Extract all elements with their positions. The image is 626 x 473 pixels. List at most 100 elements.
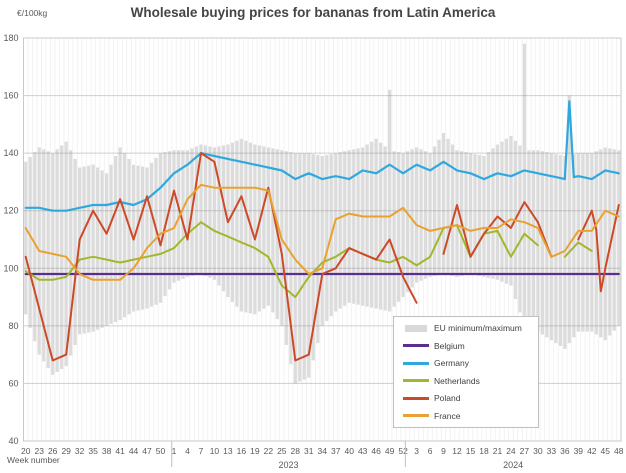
eu-minmax-bar bbox=[221, 145, 226, 292]
eu-minmax-bar bbox=[491, 148, 495, 279]
eu-minmax-bar bbox=[100, 170, 104, 328]
eu-minmax-bar bbox=[450, 144, 455, 276]
x-tick-label: 9 bbox=[441, 446, 446, 456]
x-tick-label: 46 bbox=[371, 446, 381, 456]
series-line-poland bbox=[24, 152, 620, 362]
eu-minmax-bar bbox=[140, 166, 145, 310]
year-caption: 2023 bbox=[279, 460, 299, 470]
eu-minmax-bar bbox=[64, 141, 68, 367]
eu-minmax-bar bbox=[46, 151, 50, 369]
x-tick-label: 43 bbox=[358, 446, 368, 456]
legend-swatch-mark bbox=[405, 324, 427, 332]
eu-minmax-bar bbox=[271, 148, 275, 313]
x-tick-label: 10 bbox=[210, 446, 220, 456]
x-tick-label: 13 bbox=[223, 446, 233, 456]
eu-minmax-bar bbox=[145, 167, 149, 309]
eu-minmax-bar bbox=[437, 139, 441, 276]
x-tick-label: 29 bbox=[61, 446, 71, 456]
legend-label: Poland bbox=[434, 393, 461, 404]
eu-minmax-bar bbox=[599, 149, 603, 338]
eu-minmax-bar bbox=[266, 147, 270, 306]
eu-minmax-bar bbox=[24, 161, 28, 315]
eu-minmax-bar bbox=[176, 150, 181, 281]
eu-minmax-bar bbox=[203, 145, 208, 276]
x-tick-label: 24 bbox=[506, 446, 516, 456]
eu-minmax-bar bbox=[311, 154, 315, 361]
x-tick-label: 7 bbox=[199, 446, 204, 456]
x-tick-label: 1 bbox=[172, 446, 177, 456]
eu-minmax-bar bbox=[51, 153, 55, 375]
x-tick-label: 33 bbox=[547, 446, 557, 456]
eu-minmax-bar bbox=[230, 142, 234, 302]
eu-minmax-bar bbox=[612, 149, 616, 331]
legend-item: Poland bbox=[394, 390, 538, 406]
x-tick-label: 23 bbox=[34, 446, 44, 456]
x-tick-label: 32 bbox=[75, 446, 85, 456]
x-tick-label: 3 bbox=[414, 446, 419, 456]
x-tick-label: 4 bbox=[185, 446, 190, 456]
eu-minmax-bar bbox=[109, 164, 113, 324]
eu-minmax-bar bbox=[82, 166, 86, 334]
eu-minmax-bar bbox=[379, 142, 383, 310]
eu-minmax-bar bbox=[42, 149, 46, 362]
eu-minmax-bar bbox=[473, 154, 477, 276]
eu-minmax-bar bbox=[235, 140, 239, 307]
x-tick-label: 40 bbox=[344, 446, 354, 456]
eu-minmax-bar bbox=[55, 149, 59, 372]
x-tick-label: 36 bbox=[560, 446, 570, 456]
eu-minmax-bar bbox=[383, 146, 387, 311]
series-line-germany bbox=[24, 100, 620, 212]
eu-minmax-bar bbox=[127, 158, 131, 315]
y-tick-label: 140 bbox=[3, 148, 18, 158]
y-tick-label: 40 bbox=[8, 436, 18, 446]
series-line-france bbox=[24, 183, 620, 281]
eu-minmax-bar bbox=[338, 152, 342, 309]
x-tick-label: 27 bbox=[520, 446, 530, 456]
eu-minmax-bar bbox=[253, 144, 257, 315]
y-tick-label: 60 bbox=[8, 378, 18, 388]
x-tick-label: 21 bbox=[493, 446, 503, 456]
eu-minmax-bar bbox=[105, 173, 109, 326]
legend-line-swatch bbox=[403, 396, 429, 400]
eu-minmax-bar bbox=[581, 153, 585, 332]
eu-minmax-bar bbox=[495, 144, 500, 280]
eu-minmax-bar bbox=[536, 150, 540, 332]
eu-minmax-bar bbox=[401, 153, 405, 298]
x-tick-label: 45 bbox=[601, 446, 611, 456]
legend-item: Netherlands bbox=[394, 373, 538, 389]
eu-minmax-bar bbox=[603, 147, 607, 341]
eu-minmax-bar bbox=[185, 150, 190, 277]
eu-minmax-bar bbox=[563, 156, 567, 349]
eu-minmax-bar bbox=[334, 153, 338, 312]
x-tick-label: 18 bbox=[479, 446, 489, 456]
eu-minmax-bar bbox=[347, 150, 351, 303]
eu-minmax-bar bbox=[504, 138, 509, 284]
eu-minmax-bar bbox=[60, 145, 64, 370]
eu-minmax-bar bbox=[307, 153, 311, 378]
legend-item: Belgium bbox=[394, 338, 538, 354]
y-tick-label: 160 bbox=[3, 91, 18, 101]
eu-minmax-bar bbox=[414, 147, 419, 283]
eu-minmax-bar bbox=[96, 167, 100, 330]
x-tick-label: 22 bbox=[264, 446, 274, 456]
x-tick-label: 39 bbox=[574, 446, 584, 456]
x-tick-label: 47 bbox=[142, 446, 152, 456]
x-tick-label: 41 bbox=[115, 446, 125, 456]
eu-minmax-bar bbox=[477, 155, 482, 276]
y-axis-unit-label: €/100kg bbox=[17, 8, 48, 18]
x-tick-label: 44 bbox=[129, 446, 139, 456]
eu-minmax-bar bbox=[446, 138, 450, 276]
eu-minmax-bar bbox=[374, 138, 378, 309]
eu-minmax-bar bbox=[262, 146, 266, 309]
eu-minmax-bar bbox=[432, 146, 437, 276]
x-tick-label: 31 bbox=[304, 446, 314, 456]
x-tick-label: 12 bbox=[452, 446, 462, 456]
eu-minmax-bar bbox=[122, 153, 127, 318]
eu-minmax-bar bbox=[217, 146, 221, 286]
eu-minmax-bar bbox=[527, 150, 531, 328]
legend-label: EU minimum/maximum bbox=[434, 323, 522, 334]
eu-minmax-bar bbox=[441, 132, 446, 275]
eu-minmax-bar bbox=[356, 148, 360, 305]
legend-item: France bbox=[394, 408, 538, 424]
eu-minmax-bar bbox=[585, 153, 589, 332]
